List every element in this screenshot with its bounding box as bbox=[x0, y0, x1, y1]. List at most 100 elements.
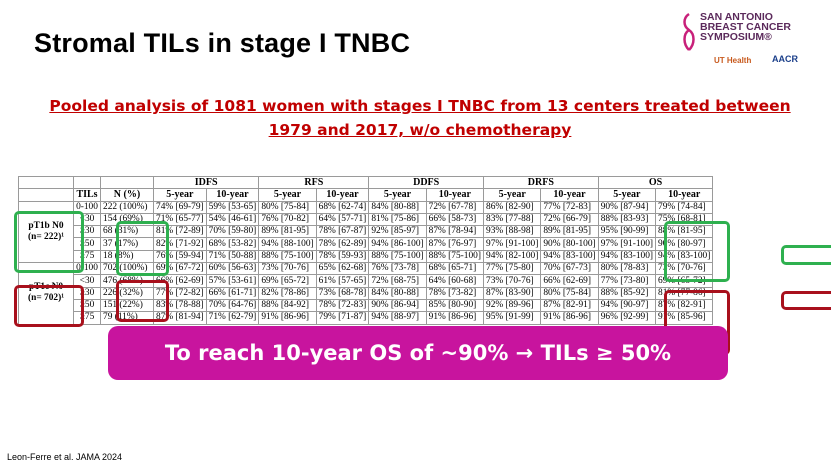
table-row: pT1b N0 (n= 222)¹ 0-100 222 (100%) 74% [69-7… bbox=[18, 200, 714, 264]
n-cell: 222 (100%) bbox=[100, 200, 154, 214]
rate-cell: 94% [83-100] bbox=[597, 249, 657, 264]
subtitle-line-1: Pooled analysis of 1081 women with stage… bbox=[49, 97, 791, 115]
rate-cell: 60% [56-63] bbox=[205, 262, 260, 276]
rate-cell: 95% [91-99] bbox=[482, 311, 542, 325]
rate-cell: 88% [75-100] bbox=[425, 249, 485, 264]
sabcs-logo: SAN ANTONIO BREAST CANCER SYMPOSIUM® UT … bbox=[680, 10, 820, 78]
rate-cell: 92% [89-96] bbox=[482, 298, 542, 313]
rate-cell: 94% [83-100] bbox=[540, 249, 599, 264]
rate-cell: 73% [70-76] bbox=[482, 274, 542, 288]
group-label-line-2: (n= 702)¹ bbox=[27, 293, 65, 304]
rate-cell: 91% [86-96] bbox=[258, 311, 317, 325]
rate-cell: 78% [72-83] bbox=[315, 298, 370, 313]
subtitle: Pooled analysis of 1081 women with stage… bbox=[40, 94, 800, 142]
rate-cell: 94% [90-97] bbox=[597, 298, 657, 313]
rate-cell: 97% [91-100] bbox=[597, 237, 657, 251]
header-drfs: DRFS bbox=[483, 175, 599, 190]
table-row: ≥30 68 (31%) 81% [72-89] 70% [59-80] 89% [81… bbox=[19, 225, 714, 239]
table-row: ≥50 37 (17%) 82% [71-92] 68% [53-82] 94% [88… bbox=[19, 237, 714, 251]
rate-cell: 81% [75-86] bbox=[368, 212, 427, 227]
n-cell: 68 (31%) bbox=[100, 225, 154, 239]
table-row: ≥75 18 (8%) 76% [59-94] 71% [50-88] 88% [75-… bbox=[19, 249, 714, 264]
pt1b-os10-50-highlight bbox=[781, 245, 831, 265]
pt1c-tils-highlight bbox=[116, 280, 169, 322]
rate-cell: 79% [74-84] bbox=[655, 200, 714, 214]
pt1b-tils-highlight bbox=[116, 221, 169, 276]
rate-cell: 80% [75-84] bbox=[540, 286, 599, 300]
rate-cell: 87% [83-90] bbox=[482, 286, 542, 300]
group-label-line-1: pT1b N0 bbox=[28, 220, 64, 231]
rate-cell: 87% [82-91] bbox=[540, 298, 599, 313]
rate-cell: 72% [68-75] bbox=[368, 274, 427, 288]
logo-line-3: SYMPOSIUM® bbox=[700, 31, 772, 43]
rate-cell: 64% [57-71] bbox=[315, 212, 370, 227]
rate-cell: 91% [86-96] bbox=[540, 311, 599, 325]
rate-cell: 72% [67-78] bbox=[425, 200, 485, 214]
rate-cell: 82% [78-86] bbox=[258, 286, 317, 300]
rate-cell: 80% [75-84] bbox=[258, 200, 317, 214]
rate-cell: 66% [62-69] bbox=[540, 274, 599, 288]
rate-cell: 72% [66-79] bbox=[540, 212, 599, 227]
rate-cell: 85% [80-90] bbox=[425, 298, 485, 313]
rate-cell: 70% [64-76] bbox=[205, 298, 260, 313]
table-row: ≥75 79 (11%) 87% [81-94] 71% [62-79] 91% [86… bbox=[19, 311, 714, 325]
rate-cell: 78% [73-82] bbox=[425, 286, 485, 300]
rate-cell: 88% [75-100] bbox=[258, 249, 317, 264]
header-cell bbox=[18, 175, 74, 190]
rate-cell: 90% [80-97] bbox=[655, 237, 714, 251]
rate-cell: 88% [75-100] bbox=[368, 249, 427, 264]
rate-cell: 94% [82-100] bbox=[482, 249, 542, 264]
header-year: 5-year bbox=[368, 188, 427, 202]
rate-cell: 96% [92-99] bbox=[597, 311, 657, 325]
header-year: 5-year bbox=[482, 188, 542, 202]
header-year: 10-year bbox=[315, 188, 370, 202]
rate-cell: 77% [75-80] bbox=[482, 262, 542, 276]
rate-cell: 90% [87-94] bbox=[597, 200, 657, 214]
rate-cell: 79% [71-87] bbox=[315, 311, 370, 325]
header-n: N (%) bbox=[100, 188, 154, 202]
n-cell: 37 (17%) bbox=[100, 237, 154, 251]
rate-cell: 91% [85-96] bbox=[655, 311, 714, 325]
rate-cell: 59% [53-65] bbox=[205, 200, 260, 214]
rate-cell: 76% [70-82] bbox=[258, 212, 317, 227]
ribbon-icon bbox=[683, 12, 695, 51]
header-tils: TILs bbox=[73, 188, 101, 202]
rate-cell: 66% [61-71] bbox=[205, 286, 260, 300]
header-year: 10-year bbox=[205, 188, 260, 202]
rate-cell: 71% [62-79] bbox=[205, 311, 260, 325]
rate-cell: 78% [59-93] bbox=[315, 249, 370, 264]
logo-line-2: BREAST CANCER bbox=[700, 21, 792, 33]
rate-cell: 66% [58-73] bbox=[425, 212, 485, 227]
table-header-row-1: IDFS RFS DDFS DRFS OS bbox=[18, 175, 714, 190]
header-cell bbox=[18, 188, 74, 202]
ut-health-logo: UT Health bbox=[714, 56, 752, 65]
rate-cell: 68% [53-82] bbox=[205, 237, 260, 251]
header-year: 5-year bbox=[597, 188, 657, 202]
survival-table-wrapper: IDFS RFS DDFS DRFS OS TILs N (%) 5-year … bbox=[18, 175, 831, 325]
rate-cell: 89% [81-95] bbox=[540, 225, 599, 239]
rate-cell: 80% [78-83] bbox=[597, 262, 657, 276]
table-body: pT1b N0 (n= 222)¹ 0-100 222 (100%) 74% [69-7… bbox=[18, 200, 714, 325]
header-cell bbox=[100, 175, 154, 190]
rate-cell: 68% [62-74] bbox=[315, 200, 370, 214]
table-header-row-2: TILs N (%) 5-year 10-year 5-year 10-year… bbox=[18, 188, 714, 202]
rate-cell: 97% [91-100] bbox=[482, 237, 542, 251]
header-os: OS bbox=[597, 175, 714, 190]
rate-cell: 65% [62-68] bbox=[315, 262, 370, 276]
header-ddfs: DDFS bbox=[368, 175, 484, 190]
header-idfs: IDFS bbox=[152, 175, 260, 190]
survival-table: IDFS RFS DDFS DRFS OS TILs N (%) 5-year … bbox=[18, 175, 714, 325]
rate-cell: 94% [86-100] bbox=[368, 237, 427, 251]
rate-cell: 95% [90-99] bbox=[597, 225, 657, 239]
rate-cell: 69% [65-72] bbox=[258, 274, 317, 288]
group-label-line-2: (n= 222)¹ bbox=[27, 231, 65, 242]
rate-cell: 78% [67-87] bbox=[315, 225, 370, 239]
rate-cell: 74% [69-79] bbox=[153, 200, 207, 214]
header-rfs: RFS bbox=[258, 175, 370, 190]
rate-cell: 77% [72-83] bbox=[540, 200, 599, 214]
rate-cell: 73% [70-76] bbox=[258, 262, 317, 276]
rate-cell: 94% [88-97] bbox=[368, 311, 427, 325]
rate-cell: 88% [84-92] bbox=[258, 298, 317, 313]
rate-cell: 90% [80-100] bbox=[540, 237, 599, 251]
rate-cell: 61% [57-65] bbox=[315, 274, 370, 288]
